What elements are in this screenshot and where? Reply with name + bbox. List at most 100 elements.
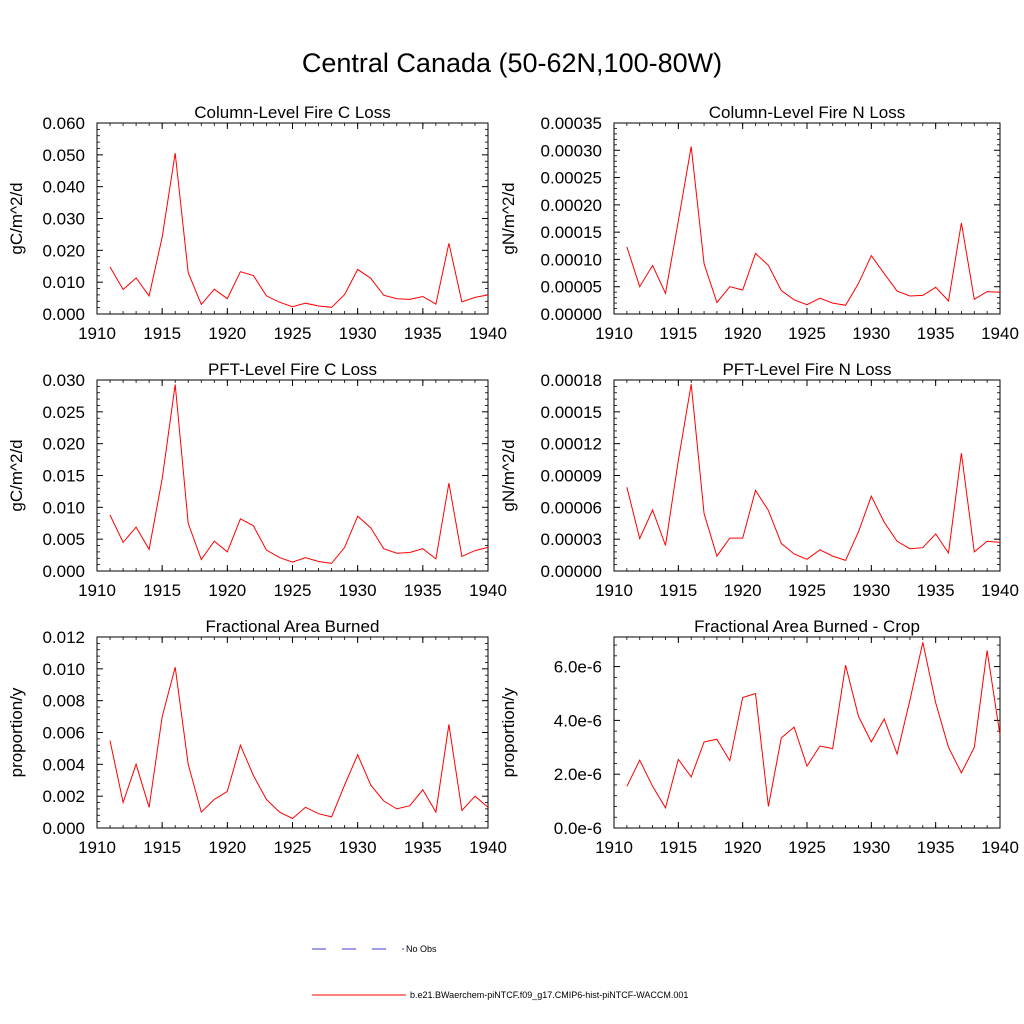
y-tick-label: 0.00003: [541, 530, 602, 549]
x-tick-label: 1910: [595, 838, 633, 857]
x-tick-label: 1915: [659, 324, 697, 343]
y-axis-label: gC/m^2/d: [7, 439, 26, 511]
y-tick-label: 0.020: [42, 241, 85, 260]
y-tick-label: 0.00015: [541, 223, 602, 242]
y-tick-label: 0.005: [42, 530, 85, 549]
series-line: [109, 667, 489, 820]
x-tick-label: 1915: [659, 581, 697, 600]
x-tick-label: 1940: [469, 324, 507, 343]
y-tick-label: 0.010: [42, 273, 85, 292]
chart-panel-3: 1910 1915 1920 1925 1930 1935 1940 0.000 0.005 0.…: [7, 360, 507, 600]
x-tick-label: 1940: [469, 581, 507, 600]
y-tick-label: 0.000: [42, 562, 85, 581]
x-tick-label: 1920: [208, 581, 246, 600]
x-tick-label: 1915: [143, 324, 181, 343]
x-tick-label: 1925: [788, 838, 826, 857]
subplot-title: PFT-Level Fire N Loss: [722, 360, 891, 379]
y-axis-label: gC/m^2/d: [7, 182, 26, 254]
x-tick-label: 1940: [469, 838, 507, 857]
x-tick-label: 1935: [917, 324, 955, 343]
y-tick-label: 0.025: [42, 403, 85, 422]
y-tick-label: 2.0e-6: [554, 765, 602, 784]
y-tick-label: 0.030: [42, 210, 85, 229]
x-tick-label: 1920: [208, 324, 246, 343]
y-tick-label: 0.030: [42, 371, 85, 390]
x-tick-label: 1935: [917, 838, 955, 857]
x-tick-label: 1930: [339, 581, 377, 600]
series-line: [626, 384, 1001, 562]
series-line: [109, 153, 489, 308]
y-tick-label: 0.012: [42, 628, 85, 647]
plot-frame: [613, 636, 1001, 829]
x-tick-label: 1925: [274, 324, 312, 343]
subplot-title: Fractional Area Burned: [206, 617, 380, 636]
x-tick-label: 1915: [143, 581, 181, 600]
y-tick-label: 0.00020: [541, 196, 602, 215]
subplot-title: Column-Level Fire N Loss: [709, 103, 906, 122]
y-tick-label: 0.00012: [541, 435, 602, 454]
x-tick-label: 1930: [852, 581, 890, 600]
chart-panel-5: 1910 1915 1920 1925 1930 1935 1940 0.000 0.002 0.…: [7, 617, 507, 857]
x-tick-label: 1925: [274, 581, 312, 600]
x-tick-label: 1940: [981, 581, 1019, 600]
x-tick-label: 1940: [981, 324, 1019, 343]
series-line: [109, 384, 489, 564]
y-tick-label: 0.020: [42, 435, 85, 454]
x-tick-label: 1935: [917, 581, 955, 600]
x-tick-label: 1920: [724, 838, 762, 857]
y-tick-label: 0.008: [42, 692, 85, 711]
plot-frame: [96, 122, 489, 315]
y-tick-label: 0.00006: [541, 498, 602, 517]
subplot-title: Column-Level Fire C Loss: [194, 103, 391, 122]
plot-frame: [96, 379, 489, 572]
y-tick-label: 0.010: [42, 498, 85, 517]
subplot-title: PFT-Level Fire C Loss: [208, 360, 377, 379]
x-tick-label: 1925: [788, 581, 826, 600]
y-tick-label: 0.060: [42, 114, 85, 133]
y-tick-label: 0.00015: [541, 403, 602, 422]
x-tick-label: 1935: [404, 838, 442, 857]
y-tick-label: 0.040: [42, 178, 85, 197]
y-tick-label: 0.00018: [541, 371, 602, 390]
x-tick-label: 1925: [788, 324, 826, 343]
x-tick-label: 1920: [208, 838, 246, 857]
series-line: [626, 146, 1001, 306]
y-tick-label: 0.00000: [541, 305, 602, 324]
y-axis-label: proportion/y: [499, 687, 518, 777]
legend-label-model: b.e21.BWaerchem-piNTCF.f09_g17.CMIP6-his…: [410, 990, 689, 1000]
x-tick-label: 1910: [78, 838, 116, 857]
x-tick-label: 1930: [852, 324, 890, 343]
x-tick-label: 1920: [724, 581, 762, 600]
y-tick-label: 4.0e-6: [554, 711, 602, 730]
x-tick-label: 1910: [78, 581, 116, 600]
x-tick-label: 1930: [339, 838, 377, 857]
y-tick-label: 0.0e-6: [554, 819, 602, 838]
chart-panel-6: 1910 1915 1920 1925 1930 1935 1940 0.0e-6 2.0e-6…: [499, 617, 1019, 857]
x-tick-label: 1910: [595, 324, 633, 343]
x-tick-label: 1915: [143, 838, 181, 857]
y-tick-label: 0.00025: [541, 169, 602, 188]
x-tick-label: 1915: [659, 838, 697, 857]
y-axis-label: gN/m^2/d: [499, 439, 518, 511]
y-axis-label: gN/m^2/d: [499, 182, 518, 254]
x-tick-label: 1910: [595, 581, 633, 600]
x-tick-label: 1920: [724, 324, 762, 343]
series-line: [626, 642, 1001, 810]
y-tick-label: 0.00030: [541, 141, 602, 160]
x-tick-label: 1935: [404, 324, 442, 343]
x-tick-label: 1940: [981, 838, 1019, 857]
chart-panel-1: 1910 1915 1920 1925 1930 1935 1940 0.000 0.010 0.…: [7, 103, 507, 343]
y-tick-label: 0.050: [42, 146, 85, 165]
y-tick-label: 0.000: [42, 305, 85, 324]
y-tick-label: 0.00005: [541, 278, 602, 297]
y-tick-label: 0.00009: [541, 467, 602, 486]
x-tick-label: 1930: [852, 838, 890, 857]
y-tick-label: 0.00035: [541, 114, 602, 133]
x-tick-label: 1925: [274, 838, 312, 857]
y-axis-label: proportion/y: [7, 687, 26, 777]
x-tick-label: 1910: [78, 324, 116, 343]
plot-frame: [96, 636, 489, 829]
x-tick-label: 1930: [339, 324, 377, 343]
legend-label-no-obs: No Obs: [406, 944, 437, 954]
y-tick-label: 0.015: [42, 467, 85, 486]
